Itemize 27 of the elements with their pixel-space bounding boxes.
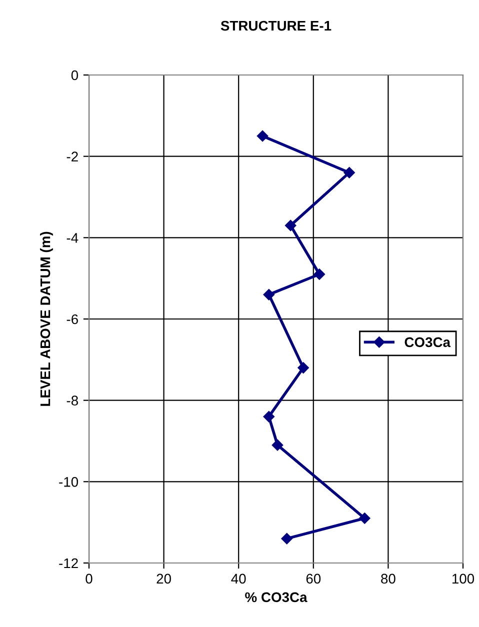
y-axis-title: LEVEL ABOVE DATUM (m) [40,232,53,406]
y-tick-label: -12 [59,558,78,568]
chart-title: STRUCTURE E-1 [220,20,332,31]
point [281,532,292,544]
point [359,512,370,524]
x-tick-label: 40 [231,574,246,584]
point [272,439,284,451]
y-tick-label: -6 [66,314,78,324]
y-tick-label: -10 [59,477,78,487]
point [263,410,274,422]
y-tick-label: -8 [66,396,78,406]
point [314,268,325,280]
point [284,220,296,232]
y-tick-label: 0 [71,70,78,80]
point [344,166,355,178]
y-tick-label: -4 [66,233,78,243]
point [298,362,309,374]
x-tick-label: 20 [156,574,171,584]
legend-label: CO3Ca [404,337,451,348]
x-tick-label: 100 [452,574,474,584]
x-tick-label: 80 [381,574,396,584]
x-tick-label: 0 [86,574,92,584]
x-axis-title: % CO3Ca [245,592,308,602]
point [263,288,274,300]
y-tick-label: -2 [66,152,78,162]
point [256,130,268,142]
x-tick-label: 60 [306,574,321,584]
